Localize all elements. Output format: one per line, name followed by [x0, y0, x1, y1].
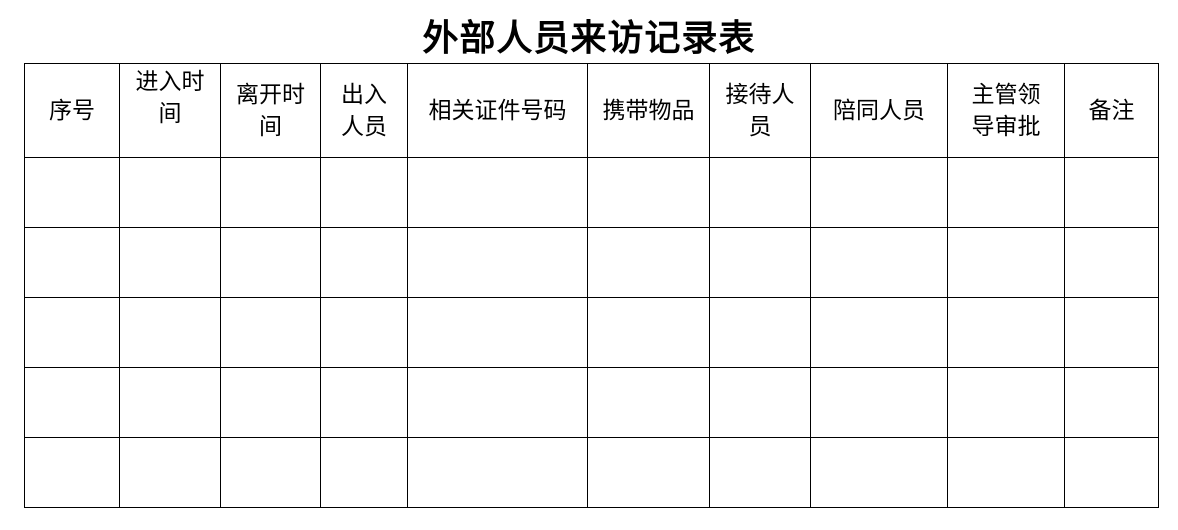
- table-cell[interactable]: [119, 437, 221, 508]
- table-cell[interactable]: [407, 157, 588, 228]
- table-cell[interactable]: [587, 297, 710, 368]
- header-exit-time: 离开时 间: [220, 63, 321, 158]
- table-cell[interactable]: [220, 437, 321, 508]
- table-cell[interactable]: [947, 297, 1065, 368]
- table-cell[interactable]: [407, 437, 588, 508]
- table-cell[interactable]: [24, 227, 120, 298]
- table-cell[interactable]: [587, 157, 710, 228]
- header-remarks: 备注: [1064, 63, 1159, 158]
- table-row: [24, 437, 1159, 508]
- page-title: 外部人员来访记录表: [422, 17, 756, 59]
- table-cell[interactable]: [1064, 437, 1159, 508]
- table-cell[interactable]: [709, 297, 811, 368]
- table-row: [24, 297, 1159, 368]
- table-cell[interactable]: [587, 437, 710, 508]
- table-cell[interactable]: [810, 437, 948, 508]
- table-cell[interactable]: [320, 437, 408, 508]
- header-serial-number: 序号: [24, 63, 120, 158]
- table-cell[interactable]: [320, 297, 408, 368]
- table-row: [24, 157, 1159, 228]
- header-carried-items: 携带物品: [587, 63, 710, 158]
- visitor-record-table: 序号 进入时 间 离开时 间 出入 人员 相关证件号码 携带物品 接待人 员 陪…: [24, 63, 1159, 508]
- header-entry-time: 进入时 间: [119, 63, 221, 158]
- table-cell[interactable]: [947, 227, 1065, 298]
- table-cell[interactable]: [220, 227, 321, 298]
- table-cell[interactable]: [24, 297, 120, 368]
- table-cell[interactable]: [709, 227, 811, 298]
- table-cell[interactable]: [810, 297, 948, 368]
- table-cell[interactable]: [947, 367, 1065, 438]
- header-receptionist: 接待人 员: [709, 63, 811, 158]
- table-cell[interactable]: [407, 227, 588, 298]
- table-cell[interactable]: [810, 367, 948, 438]
- table-cell[interactable]: [220, 367, 321, 438]
- table-cell[interactable]: [119, 227, 221, 298]
- table-row: [24, 367, 1159, 438]
- header-escort: 陪同人员: [810, 63, 948, 158]
- table-cell[interactable]: [1064, 367, 1159, 438]
- table-cell[interactable]: [709, 437, 811, 508]
- header-visitor: 出入 人员: [320, 63, 408, 158]
- table-cell[interactable]: [220, 157, 321, 228]
- table-cell[interactable]: [24, 437, 120, 508]
- header-supervisor-approval: 主管领 导审批: [947, 63, 1065, 158]
- table-cell[interactable]: [407, 297, 588, 368]
- table-cell[interactable]: [1064, 157, 1159, 228]
- table-cell[interactable]: [320, 227, 408, 298]
- table-cell[interactable]: [1064, 297, 1159, 368]
- table-cell[interactable]: [709, 367, 811, 438]
- table-cell[interactable]: [119, 157, 221, 228]
- header-id-number: 相关证件号码: [407, 63, 588, 158]
- table-cell[interactable]: [119, 367, 221, 438]
- table-cell[interactable]: [947, 157, 1065, 228]
- table-cell[interactable]: [1064, 227, 1159, 298]
- table-cell[interactable]: [947, 437, 1065, 508]
- header-row: 序号 进入时 间 离开时 间 出入 人员 相关证件号码 携带物品 接待人 员 陪…: [24, 63, 1159, 158]
- table-cell[interactable]: [220, 297, 321, 368]
- table-cell[interactable]: [587, 227, 710, 298]
- table-cell[interactable]: [24, 157, 120, 228]
- table-cell[interactable]: [24, 367, 120, 438]
- table-cell[interactable]: [407, 367, 588, 438]
- table-cell[interactable]: [709, 157, 811, 228]
- table-cell[interactable]: [810, 227, 948, 298]
- table-row: [24, 227, 1159, 298]
- table-cell[interactable]: [119, 297, 221, 368]
- table-cell[interactable]: [810, 157, 948, 228]
- table-cell[interactable]: [587, 367, 710, 438]
- table-cell[interactable]: [320, 157, 408, 228]
- table-cell[interactable]: [320, 367, 408, 438]
